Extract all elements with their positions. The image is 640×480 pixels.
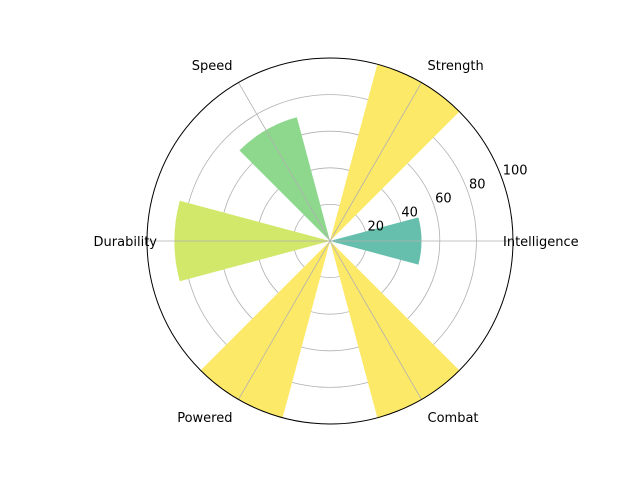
bar-strength xyxy=(330,64,460,242)
category-label-strength: Strength xyxy=(428,59,484,74)
radial-tick-label-100: 100 xyxy=(503,163,528,178)
category-label-intelligence: Intelligence xyxy=(503,235,579,250)
category-label-combat: Combat xyxy=(428,411,479,426)
radial-tick-label-20: 20 xyxy=(368,219,385,234)
radial-tick-label-60: 60 xyxy=(435,191,452,206)
frame-layer xyxy=(146,57,514,425)
radial-tick-label-80: 80 xyxy=(469,177,486,192)
grid-spoke-speed xyxy=(238,82,331,242)
bar-powered xyxy=(200,241,330,418)
category-label-powered: Powered xyxy=(177,411,232,426)
grid-spoke-strength xyxy=(329,82,422,242)
grid-spoke-powered xyxy=(238,240,331,400)
bar-combat xyxy=(330,241,460,418)
bar-speed xyxy=(239,117,330,241)
radial-tick-label-40: 40 xyxy=(401,205,418,220)
spokes-layer xyxy=(147,82,513,400)
polar-frame xyxy=(146,57,514,425)
labels-layer: Intelligence Strength Speed Durability Power… xyxy=(94,59,579,426)
category-label-durability: Durability xyxy=(94,235,158,250)
grid-spoke-combat xyxy=(329,240,422,400)
category-label-speed: Speed xyxy=(192,59,233,74)
